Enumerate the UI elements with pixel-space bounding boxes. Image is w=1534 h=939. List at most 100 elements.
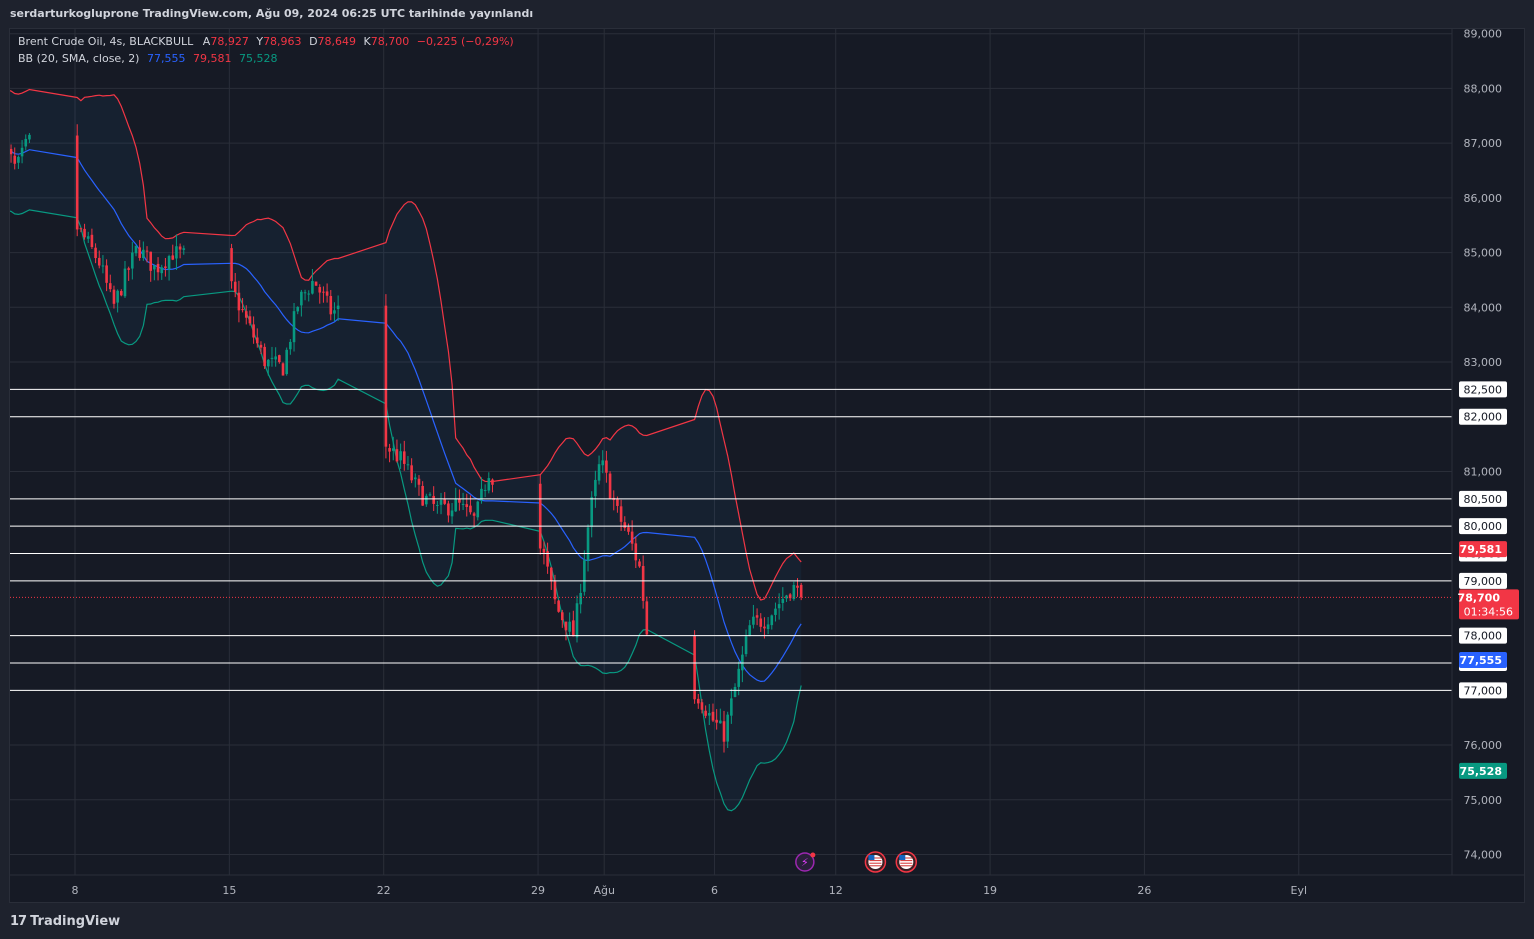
candle-body: [590, 497, 594, 527]
candle-body: [572, 620, 575, 637]
candle-body: [549, 567, 553, 582]
candle-body: [575, 603, 579, 638]
candle-body: [292, 311, 296, 343]
candle-body: [153, 265, 156, 270]
tradingview-brand: TradingView: [30, 914, 121, 929]
candle-body: [134, 245, 138, 254]
candle-body: [696, 698, 700, 704]
low-label: D: [309, 35, 318, 48]
price-label-value: 79,581: [1460, 543, 1502, 556]
candle-body: [108, 283, 112, 290]
bb-lower-value: 75,528: [238, 52, 278, 65]
candle-body: [167, 256, 171, 270]
candle-body: [792, 585, 796, 600]
candle-body: [259, 344, 263, 348]
bb-legend[interactable]: BB (20, SMA, close, 2) 77,555 79,581 75,…: [18, 52, 277, 65]
candle-body: [586, 527, 590, 561]
candle-body: [145, 250, 149, 252]
price-tick-label: 75,000: [1464, 794, 1503, 807]
candle-body: [476, 501, 480, 518]
candle-body: [436, 504, 439, 506]
candle-body: [439, 500, 443, 505]
candle-body: [693, 635, 696, 700]
candle-body: [391, 448, 395, 451]
candle-body: [248, 316, 252, 324]
price-tick-label: 84,000: [1464, 301, 1503, 314]
level-label-text: 82,500: [1464, 383, 1503, 396]
candle-body: [399, 451, 402, 461]
close-value: 78,700: [370, 35, 410, 48]
candle-body: [414, 477, 417, 480]
candle-body: [785, 595, 788, 599]
candle-body: [557, 600, 560, 612]
candle-body: [583, 560, 586, 592]
price-label-basis: 77,555: [1459, 651, 1507, 668]
level-price-label: 82,500: [1459, 381, 1507, 398]
candle-body: [149, 251, 153, 271]
candle-body: [274, 356, 277, 360]
open-label: A: [202, 35, 211, 48]
candle-body: [480, 488, 483, 501]
price-axis: 89,000 88,000 87,000 86,000 85,000 84,000 83,0…: [1458, 28, 1519, 862]
candle-body: [322, 291, 325, 293]
price-tick-label: 89,000: [1464, 28, 1503, 41]
level-label-box: [1459, 518, 1507, 535]
candle-body: [395, 449, 399, 462]
candle-body: [726, 714, 729, 742]
high-value: 78,963: [263, 35, 302, 48]
candle-body: [568, 621, 571, 632]
candle-body: [461, 503, 465, 505]
candle-body: [75, 135, 79, 230]
time-tick-label: 8: [72, 884, 79, 897]
candle-body: [120, 291, 123, 296]
candle-body: [737, 668, 741, 687]
candle-body: [138, 247, 141, 258]
candle-body: [770, 615, 774, 626]
time-tick-label: 29: [531, 884, 545, 897]
bb-title: BB (20, SMA, close, 2): [18, 52, 140, 65]
price-tick-label: 85,000: [1464, 247, 1503, 260]
candle-body: [788, 594, 792, 599]
candle-body: [160, 267, 164, 274]
time-tick-label: 22: [377, 884, 391, 897]
candle-body: [336, 305, 340, 310]
earnings-event-icon[interactable]: ⚡: [795, 852, 816, 872]
candle-body: [307, 293, 311, 295]
candle-body: [623, 522, 627, 529]
candle-body: [255, 337, 259, 344]
us-flag-event-icon[interactable]: [895, 851, 918, 873]
candle-body: [777, 604, 781, 609]
candle-body: [384, 305, 388, 447]
time-tick-label: 26: [1137, 884, 1151, 897]
candle-body: [579, 592, 582, 605]
candle-body: [597, 464, 601, 481]
candle-body: [616, 499, 619, 506]
candle-body: [450, 510, 454, 517]
candle-body: [730, 698, 733, 716]
price-label-value: 78,700: [1458, 591, 1501, 604]
candle-body: [285, 349, 288, 375]
price-tick-label: 87,000: [1464, 137, 1503, 150]
price-label-upper: 79,581: [1459, 541, 1507, 558]
candle-body: [491, 479, 494, 485]
us-flag-event-icon[interactable]: [864, 851, 887, 873]
candle-body: [131, 252, 134, 269]
tradingview-logo[interactable]: 𝟭𝟳 TradingView: [10, 914, 120, 929]
price-label-value: 77,555: [1460, 654, 1502, 667]
candle-body: [20, 147, 24, 157]
candle-body: [230, 248, 233, 282]
candle-body: [708, 713, 711, 716]
candle-body: [2, 144, 5, 158]
publish-header: serdarturkogluprone TradingView.com, Ağu…: [0, 0, 1534, 28]
candle-body: [722, 721, 726, 742]
candle-body: [263, 346, 266, 367]
candle-body: [311, 280, 314, 294]
price-label-box: [1459, 651, 1507, 668]
candle-body: [638, 561, 641, 567]
time-tick-label: 19: [983, 884, 997, 897]
price-tick-label: 74,000: [1464, 849, 1503, 862]
chart-pane[interactable]: [9, 28, 1525, 903]
symbol-legend[interactable]: Brent Crude Oil, 4s, BLACKBULL A78,927 Y…: [18, 35, 514, 48]
